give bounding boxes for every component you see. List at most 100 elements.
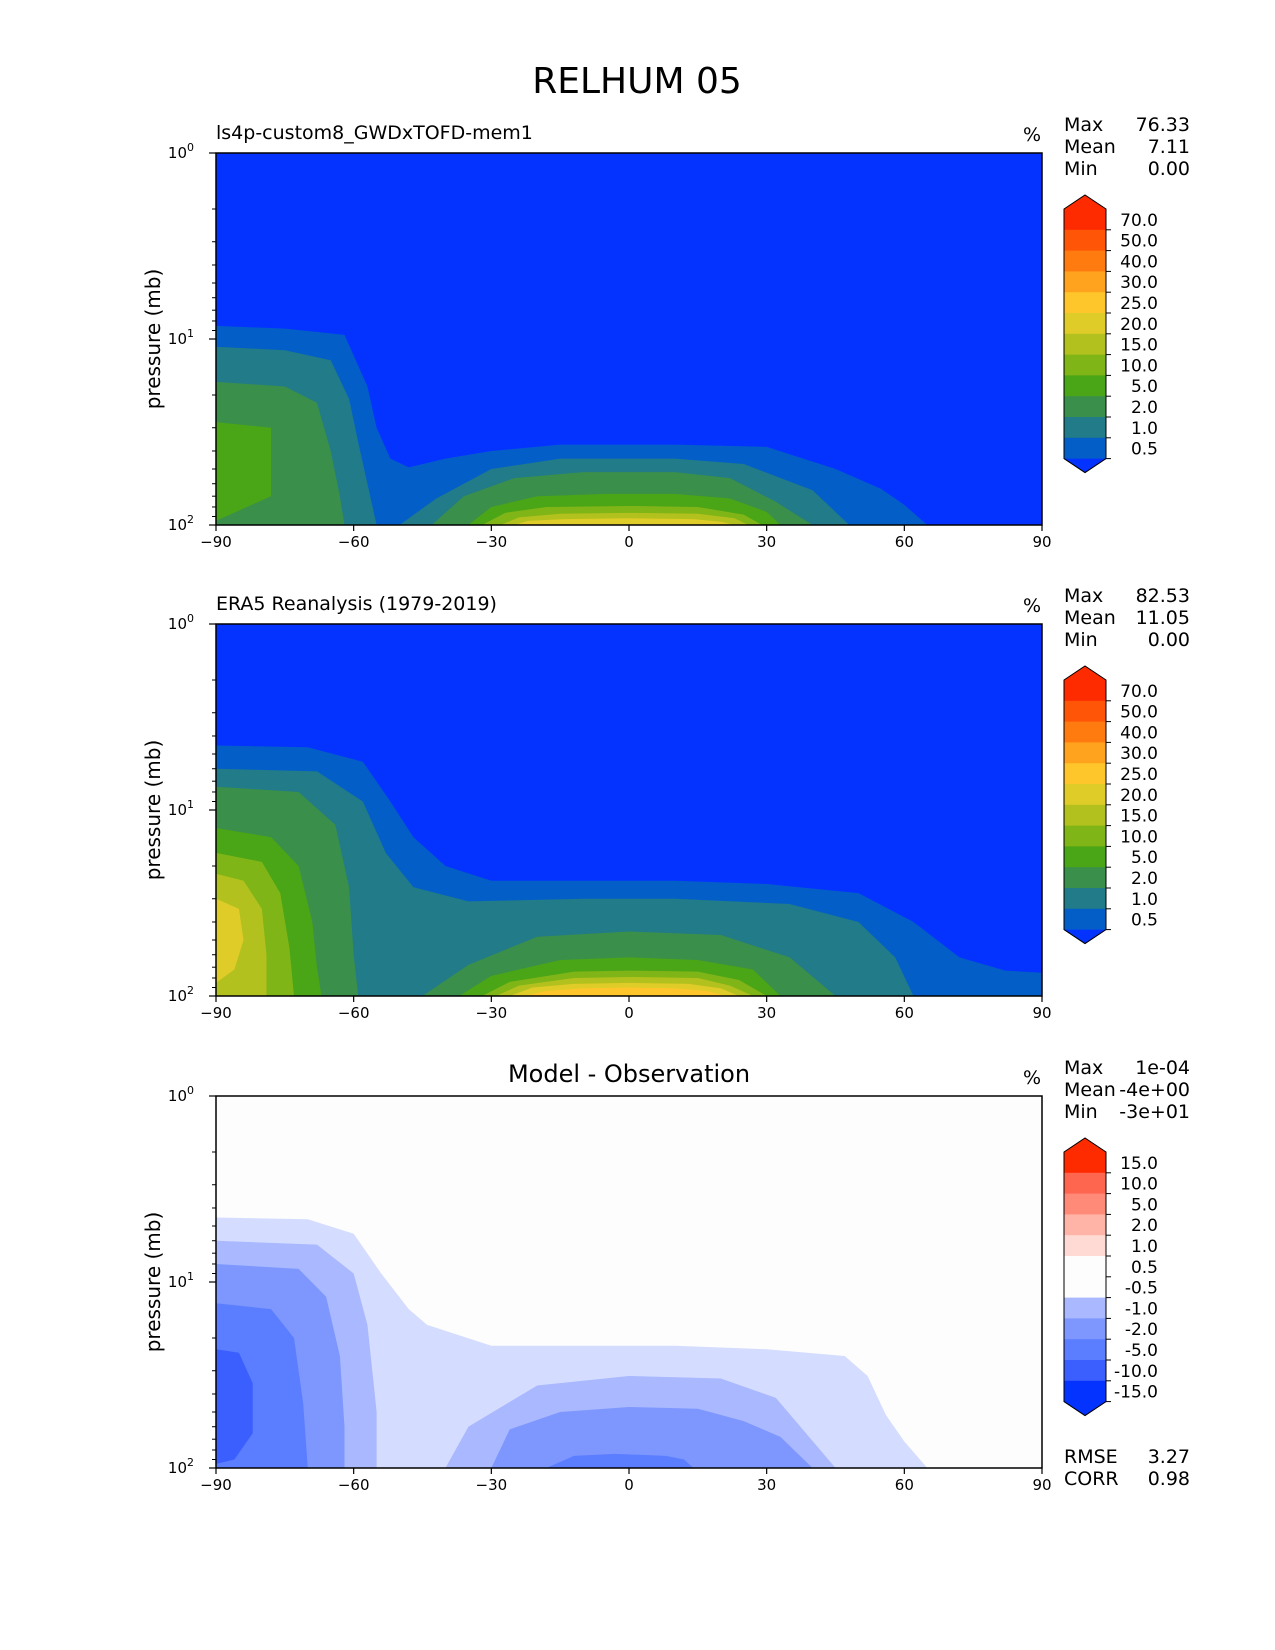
x-tick-label: 90 (1032, 1476, 1051, 1494)
contour-region (514, 518, 735, 525)
colorbar-tick-label: 10.0 (1120, 356, 1158, 376)
colorbar-tick-label: -5.0 (1125, 1341, 1158, 1361)
colorbar-tick-label: 70.0 (1120, 682, 1158, 702)
colorbar-segment (1064, 375, 1106, 397)
colorbar-tick-label: 10.0 (1120, 827, 1158, 847)
y-tick-exponent: 0 (187, 1084, 194, 1097)
y-tick-label: 100 (168, 1084, 194, 1105)
colorbar-tick-label: 2.0 (1131, 398, 1158, 418)
x-tick-label: 60 (895, 533, 914, 551)
colorbar-extend-bottom (1064, 929, 1106, 944)
stat-value: 3.27 (1148, 1446, 1190, 1468)
colorbar: 70.050.040.030.025.020.015.010.05.02.01.… (1063, 194, 1158, 474)
x-tick-label: −30 (476, 533, 508, 551)
colorbar-segment (1064, 437, 1106, 460)
colorbar-extend-top (1064, 195, 1106, 209)
stat-label: Max (1064, 114, 1103, 136)
colorbar-tick-label: -10.0 (1114, 1362, 1158, 1382)
colorbar: 70.050.040.030.025.020.015.010.05.02.01.… (1063, 665, 1158, 945)
colorbar-tick-label: 1.0 (1131, 419, 1158, 439)
stat-label: CORR (1064, 1468, 1119, 1490)
colorbar-segment (1064, 1318, 1106, 1340)
panel-title: ERA5 Reanalysis (1979-2019) (216, 593, 497, 615)
stat-value: 1e-04 (1135, 1057, 1190, 1079)
colorbar-tick-label: 10.0 (1120, 1175, 1158, 1195)
colorbar-tick-label: 2.0 (1131, 869, 1158, 889)
y-tick-label: 101 (168, 1270, 194, 1291)
y-tick-exponent: 1 (187, 798, 194, 811)
units-label: % (1023, 124, 1041, 146)
y-tick-base: 10 (168, 801, 187, 819)
y-tick-base: 10 (168, 1087, 187, 1105)
colorbar-segment (1064, 908, 1106, 931)
colorbar-tick-label: 15.0 (1120, 1154, 1158, 1174)
colorbar-segment (1064, 250, 1106, 272)
colorbar-segment (1064, 763, 1106, 785)
y-tick-base: 10 (168, 615, 187, 633)
colorbar-segment (1064, 1297, 1106, 1319)
colorbar-segment (1064, 1235, 1106, 1257)
y-tick-base: 10 (168, 1273, 187, 1291)
x-tick-label: −60 (338, 1476, 370, 1494)
colorbar-tick-label: 40.0 (1120, 252, 1158, 272)
x-tick-label: 0 (624, 1476, 634, 1494)
panel-title: ls4p-custom8_GWDxTOFD-mem1 (216, 122, 533, 144)
contour-region (546, 1453, 694, 1468)
contour-region (523, 987, 726, 996)
colorbar-tick-label: 1.0 (1131, 1237, 1158, 1257)
x-tick-label: −30 (476, 1476, 508, 1494)
stat-value: -4e+00 (1119, 1079, 1190, 1101)
x-tick-label: 90 (1032, 1004, 1051, 1022)
colorbar-segment (1064, 1339, 1106, 1361)
colorbar-tick-label: 2.0 (1131, 1216, 1158, 1236)
x-tick-label: −90 (200, 533, 232, 551)
colorbar-tick-label: 0.5 (1131, 1258, 1158, 1278)
contour-fills (216, 325, 928, 525)
colorbar-segment (1064, 700, 1106, 723)
colorbar-segment (1064, 680, 1106, 702)
colorbar-tick-label: 5.0 (1131, 1195, 1158, 1215)
colorbar-tick-label: 25.0 (1120, 294, 1158, 314)
colorbar-tick-label: 40.0 (1120, 723, 1158, 743)
y-tick-label: 101 (168, 327, 194, 348)
colorbar-tick-label: 70.0 (1120, 211, 1158, 231)
y-tick-exponent: 1 (187, 327, 194, 340)
x-tick-label: 0 (624, 533, 634, 551)
y-tick-exponent: 2 (187, 513, 194, 526)
colorbar-segment (1064, 867, 1106, 889)
y-axis-label: pressure (mb) (141, 740, 165, 881)
colorbar-segment (1064, 209, 1106, 231)
stat-label: Mean (1064, 136, 1116, 158)
colorbar-segment (1064, 333, 1106, 356)
contour-region (216, 422, 272, 525)
colorbar-tick-label: 5.0 (1131, 377, 1158, 397)
y-tick-label: 100 (168, 612, 194, 633)
stat-label: Max (1064, 1057, 1103, 1079)
stat-label: Max (1064, 585, 1103, 607)
colorbar-tick-label: 0.5 (1131, 911, 1158, 931)
colorbar-tick-label: -0.5 (1125, 1279, 1158, 1299)
colorbar-tick-label: -15.0 (1114, 1383, 1158, 1403)
colorbar-segment (1064, 354, 1106, 376)
colorbar-segment (1064, 396, 1106, 418)
colorbar-tick-label: 25.0 (1120, 765, 1158, 785)
stat-label: Min (1064, 158, 1098, 180)
contour-fills (216, 745, 1042, 996)
colorbar-segment (1064, 271, 1106, 293)
stat-label: Min (1064, 1101, 1098, 1123)
y-tick-label: 102 (168, 513, 194, 534)
x-tick-label: −60 (338, 533, 370, 551)
stat-value: 0.00 (1148, 629, 1190, 651)
colorbar-tick-label: -1.0 (1125, 1299, 1158, 1319)
stat-value: 11.05 (1136, 607, 1190, 629)
stat-value: 7.11 (1148, 136, 1190, 158)
units-label: % (1023, 595, 1041, 617)
colorbar-tick-label: 30.0 (1120, 744, 1158, 764)
contour-region (216, 898, 244, 996)
stat-label: RMSE (1064, 1446, 1118, 1468)
x-tick-label: 30 (757, 1004, 776, 1022)
stat-value: 0.00 (1148, 158, 1190, 180)
colorbar-segment (1064, 1380, 1106, 1403)
colorbar: 15.010.05.02.01.00.5-0.5-1.0-2.0-5.0-10.… (1063, 1137, 1158, 1417)
